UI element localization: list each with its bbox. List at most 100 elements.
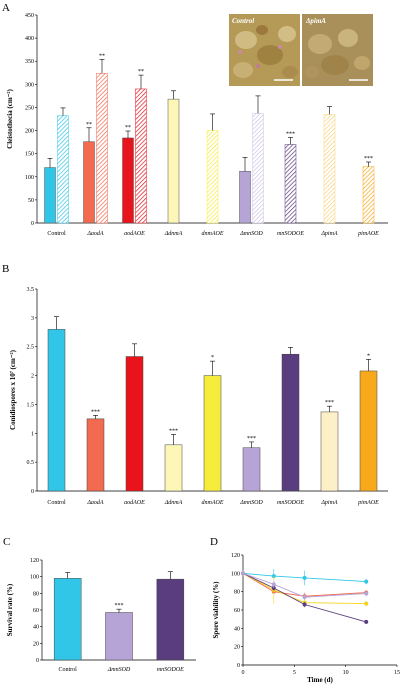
colony-dot [238,50,242,54]
significance-marker: *** [364,156,373,162]
category-label: aodAOE [124,500,145,506]
bar [47,329,66,492]
significance-marker: *** [247,436,256,442]
category-label: ΔmnSOD [107,667,131,673]
y-tick-label: 40 [234,626,240,632]
y-tick-label: 1.5 [27,402,35,408]
colony-blob [305,66,319,78]
data-point [271,582,276,587]
y-tick-label: 3.5 [27,287,35,293]
colony-dot [256,64,260,68]
significance-marker: *** [169,428,178,434]
colony-blob [235,31,257,49]
colony-blob [338,29,358,47]
bar [53,578,82,661]
x-tick-label: 0 [242,670,245,676]
bar [239,170,251,224]
colony-blob [233,62,253,78]
micrograph-control-label: Control [232,17,254,25]
category-label: ΔmnSOD [239,231,263,237]
y-tick-label: 20 [234,645,240,651]
panel-letter-b: B [2,263,9,275]
bar [359,370,378,492]
y-tick-label: 3 [31,316,34,322]
significance-marker: * [367,353,370,359]
y-tick-label: 120 [30,558,39,564]
y-tick-label: 100 [231,571,240,577]
significance-marker: ** [138,69,144,75]
chart-d: 0 20 40 60 80 100 120 Spore viability (%) 0 5 10 15… [212,553,400,684]
category-label: ΔdnmA [164,500,183,506]
significance-marker: *** [325,400,334,406]
y-tick-label: 250 [25,105,34,111]
y-tick-label: 200 [25,129,34,135]
bar [122,137,134,224]
category-label: Control [58,667,77,673]
y-tick-label: 80 [33,591,39,597]
bar [125,356,144,492]
bar [96,72,108,224]
category-label: Control [47,231,66,237]
bar [203,375,222,492]
category-label: Control [47,500,66,506]
y-tick-label: 400 [25,36,34,42]
y-tick-label: 100 [25,175,34,181]
data-point [364,579,369,584]
category-label: ΔpimA [320,500,338,506]
y-tick-label: 0 [36,658,39,664]
bar [105,612,133,661]
bar [135,88,147,224]
y-tick-label: 300 [25,82,34,88]
panel-letter-a: A [2,2,10,14]
bar [156,578,185,661]
category-label: pimAOE [357,231,379,237]
category-label: ΔaodA [86,231,104,237]
data-point [364,619,369,624]
y-axis-label: Survival rate (%) [6,583,14,636]
x-axis-label: Time (d) [307,676,333,684]
data-point [364,601,369,606]
series-line [242,572,367,598]
bar [167,98,180,224]
category-label: mnSODOE [277,500,304,506]
y-tick-label: 0 [31,221,34,227]
y-tick-label: 60 [33,608,39,614]
chart-b: 0 0.5 1 1.5 2 2.5 3 3.5 Conidiospores x 10⁷ (cm⁻… [9,287,388,506]
category-label: dnmAOE [202,500,224,506]
y-tick-label: 50 [28,198,34,204]
bar [252,113,264,224]
y-tick-label: 150 [25,152,34,158]
significance-marker: *** [286,131,295,137]
micrograph-pima-label: ΔpimA [305,17,326,25]
category-label: ΔpimA [320,231,338,237]
significance-marker: ** [86,122,92,128]
significance-marker: *** [115,603,124,609]
chart-a: 0 50 100 150 200 250 300 350 400 450 Cleistothecia… [6,13,388,237]
panel-letter-d: D [210,536,218,548]
significance-marker: *** [91,409,100,415]
bar [281,353,300,492]
y-tick-label: 0 [237,663,240,669]
y-tick-label: 350 [25,59,34,65]
category-label: ΔaodA [86,500,104,506]
category-label: ΔdnmA [164,231,183,237]
y-axis-label: Cleistothecia (cm⁻²) [6,89,14,149]
series-line [242,572,367,623]
colony-blob [354,56,370,70]
bar [362,166,375,224]
y-tick-label: 0 [31,489,34,495]
y-tick-label: 120 [231,553,240,559]
y-tick-label: 2.5 [27,345,35,351]
category-label: mnSODOE [157,667,184,673]
y-tick-label: 60 [234,608,240,614]
bar [164,444,183,492]
bar [320,411,339,492]
category-label: ΔmnSOD [239,500,263,506]
category-label: dnmAOE [202,231,224,237]
y-tick-label: 450 [25,13,34,19]
significance-marker: ** [99,53,105,59]
data-point [364,591,369,596]
bar [86,418,105,492]
series-line [242,572,367,597]
colony-blob [321,55,349,75]
